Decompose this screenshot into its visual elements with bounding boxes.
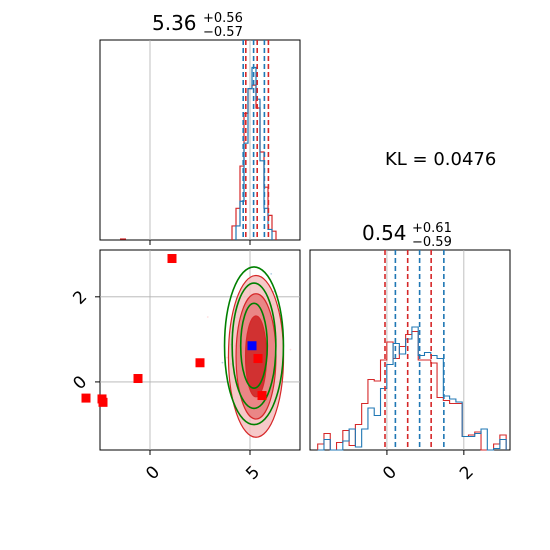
panel-hist-param2-frame: [309, 249, 511, 451]
red-marker: [167, 254, 177, 264]
param1-title: 5.36: [152, 11, 197, 35]
x-tick-label: 0: [142, 462, 164, 484]
blue-sample-point: [270, 272, 273, 275]
param2-title-minus: −0.59: [412, 235, 452, 250]
red-marker: [81, 393, 91, 403]
x-tick-label: 5: [242, 462, 264, 484]
panel-hist-param1-frame: [99, 39, 301, 241]
red-hist-param1: [231, 84, 277, 240]
blue-marker: [247, 341, 257, 351]
param2-title: 0.54: [362, 221, 407, 245]
y-tick-label: 2: [69, 287, 91, 309]
red-sample-point: [206, 316, 209, 318]
green-contour-level: [223, 266, 285, 426]
x-tick-label: 0: [379, 462, 401, 484]
red-sample-point: [249, 464, 252, 467]
red-marker: [257, 391, 267, 401]
panel-hist-param1: 5.36 +0.56 −0.57: [99, 11, 301, 245]
red-marker: [98, 397, 108, 407]
param1-title-minus: −0.57: [203, 25, 243, 40]
red-sample-point: [226, 356, 228, 359]
panel-joint: 0 5 0 2: [69, 249, 301, 484]
x-tick-label: 2: [456, 462, 478, 484]
red-marker: [253, 354, 263, 364]
green-contour-level: [239, 302, 269, 389]
red-marker: [133, 374, 143, 384]
y-tick-label: 0: [69, 372, 91, 394]
red-sample-point: [289, 348, 292, 351]
red-marker: [195, 358, 205, 368]
green-contour-level: [231, 282, 277, 410]
blue-sample-point: [221, 361, 224, 364]
param1-title-plus: +0.56: [203, 11, 243, 26]
param2-title-value: 0.54: [362, 221, 407, 245]
param2-title-plus: +0.61: [412, 221, 452, 236]
panel-hist-param2: 0 2 0.54 +0.61 −0.59: [309, 221, 511, 484]
blue-hist-param2: [317, 326, 507, 451]
kl-text: KL = 0.0476: [385, 149, 496, 170]
param1-title-value: 5.36: [152, 11, 197, 35]
